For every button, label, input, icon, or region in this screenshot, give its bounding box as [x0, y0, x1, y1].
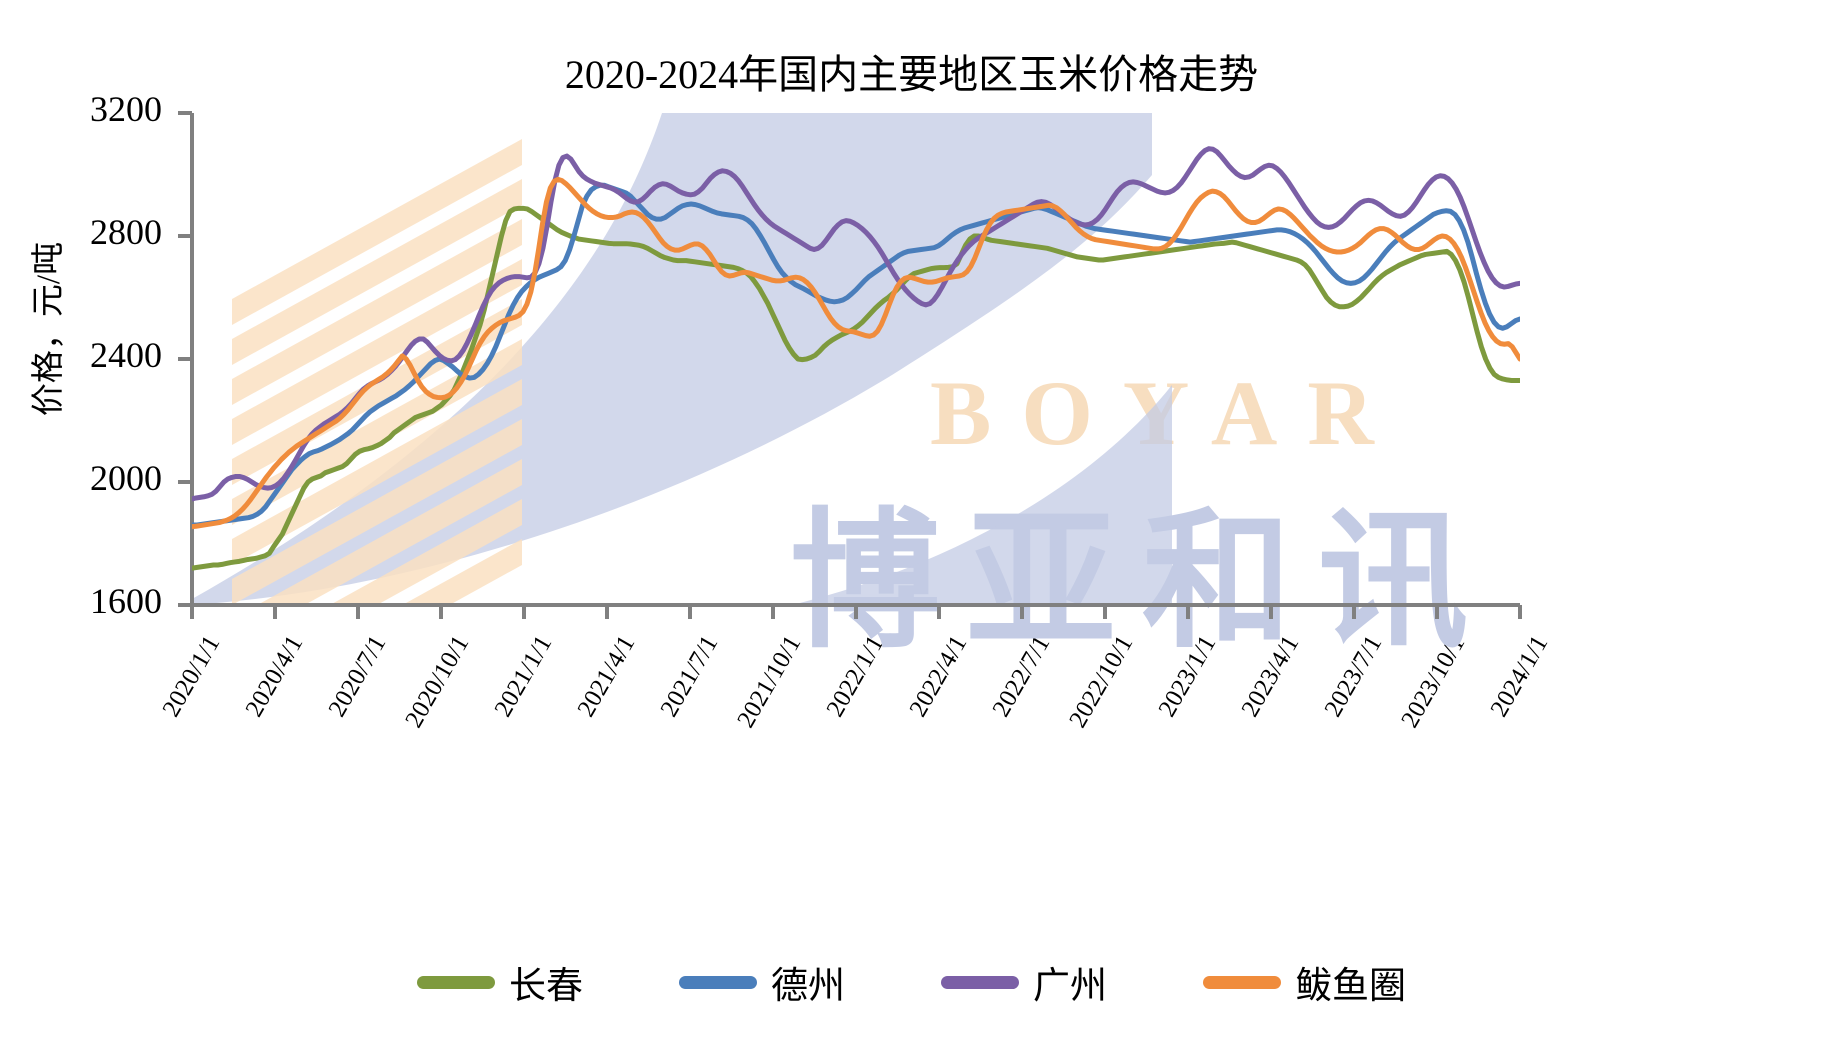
legend-swatch-icon [1203, 975, 1281, 989]
legend-label: 德州 [771, 966, 845, 1007]
series-line-2 [192, 146, 1520, 502]
legend-item-1[interactable]: 德州 [679, 955, 845, 1009]
legend-label: 长春 [509, 966, 583, 1007]
y-tick-2800: 2800 [90, 212, 162, 252]
series-line-3 [192, 176, 1520, 530]
legend-swatch-icon [679, 975, 757, 989]
legend-label: 鲅鱼圈 [1295, 966, 1406, 1007]
legend-item-0[interactable]: 长春 [417, 955, 583, 1009]
y-tick-2400: 2400 [90, 335, 162, 375]
chart-title: 2020-2024年国内主要地区玉米价格走势 [564, 52, 1259, 97]
series-line-0 [192, 205, 1520, 571]
y-tick-3200: 3200 [90, 89, 162, 129]
series-line-1 [192, 182, 1520, 528]
legend-swatch-icon [941, 975, 1019, 989]
y-tick-1600: 1600 [90, 581, 162, 621]
y-tick-2000: 2000 [90, 458, 162, 498]
chart-legend: 长春 德州 广州 鲅鱼圈 [0, 955, 1823, 1009]
legend-label: 广州 [1033, 966, 1107, 1007]
legend-swatch-icon [417, 975, 495, 989]
legend-item-3[interactable]: 鲅鱼圈 [1203, 955, 1406, 1009]
legend-item-2[interactable]: 广州 [941, 955, 1107, 1009]
